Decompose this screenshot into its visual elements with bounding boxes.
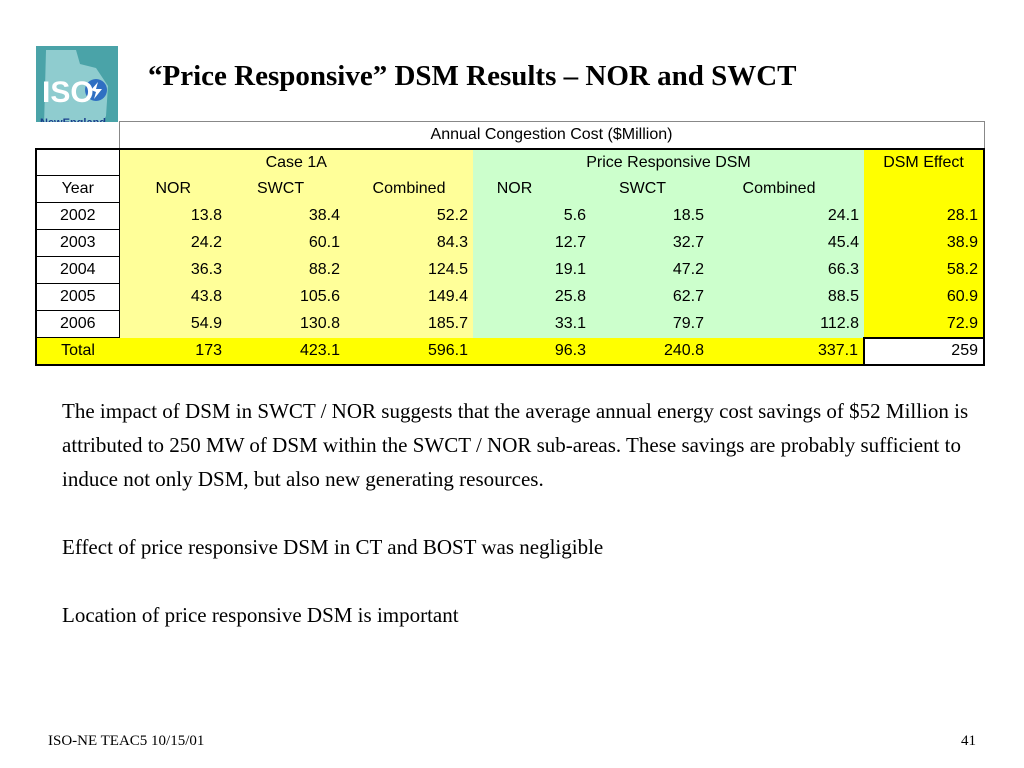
cell-value: 185.7	[345, 310, 473, 338]
cell-year: 2005	[35, 283, 120, 311]
cell-value: 13.8	[119, 202, 227, 230]
col-header-dsm-combined: Combined	[709, 175, 864, 203]
logo-iso-text: ISO	[42, 76, 94, 109]
cell-year: 2003	[35, 229, 120, 257]
cell-total: 596.1	[345, 337, 473, 366]
cell-value: 33.1	[473, 310, 591, 338]
cell-year: 2006	[35, 310, 120, 338]
col-header-case-swct: SWCT	[227, 175, 345, 203]
body-paragraph: The impact of DSM in SWCT / NOR suggests…	[62, 399, 969, 491]
table-total-row: Total 173 423.1 596.1 96.3 240.8 337.1 2…	[35, 336, 985, 366]
col-header-dsm-nor: NOR	[473, 175, 591, 203]
cell-total: 337.1	[709, 337, 864, 366]
cell-value: 60.1	[227, 229, 345, 257]
cell-year: 2004	[35, 256, 120, 284]
cell-value: 24.2	[119, 229, 227, 257]
table-row: 2006 54.9 130.8 185.7 33.1 79.7 112.8 72…	[35, 310, 985, 338]
cell-value: 38.4	[227, 202, 345, 230]
cell-value: 58.2	[864, 256, 985, 284]
cell-value: 43.8	[119, 283, 227, 311]
cell-total: 240.8	[591, 337, 709, 366]
congestion-cost-table: Annual Congestion Cost ($Million) Case 1…	[35, 121, 985, 366]
cell-value: 130.8	[227, 310, 345, 338]
cell-value: 60.9	[864, 283, 985, 311]
cell-value: 5.6	[473, 202, 591, 230]
footer-text: ISO-NE TEAC5 10/15/01	[48, 733, 205, 749]
cell-total-label: Total	[35, 337, 119, 366]
cell-value: 12.7	[473, 229, 591, 257]
cell-value: 79.7	[591, 310, 709, 338]
cell-value: 47.2	[591, 256, 709, 284]
cell-total: 173	[119, 337, 227, 366]
cell-value: 18.5	[591, 202, 709, 230]
cell-value: 124.5	[345, 256, 473, 284]
slide-body: The impact of DSM in SWCT / NOR suggests…	[62, 394, 972, 666]
col-header-case-combined: Combined	[345, 175, 473, 203]
cell-value: 72.9	[864, 310, 985, 338]
cell-value: 62.7	[591, 283, 709, 311]
table-row: 2003 24.2 60.1 84.3 12.7 32.7 45.4 38.9	[35, 229, 985, 257]
cell-value: 88.2	[227, 256, 345, 284]
body-paragraph: Location of price responsive DSM is impo…	[62, 603, 459, 627]
header-price-responsive-dsm: Price Responsive DSM	[473, 147, 864, 176]
table-row: 2005 43.8 105.6 149.4 25.8 62.7 88.5 60.…	[35, 283, 985, 311]
cell-value: 112.8	[709, 310, 864, 338]
cell-value: 25.8	[473, 283, 591, 311]
cell-value: 84.3	[345, 229, 473, 257]
page-number: 41	[961, 733, 976, 749]
header-case-1a: Case 1A	[119, 147, 473, 176]
slide-title: “Price Responsive” DSM Results – NOR and…	[148, 60, 797, 92]
cell-value: 149.4	[345, 283, 473, 311]
table-row: 2002 13.8 38.4 52.2 5.6 18.5 24.1 28.1	[35, 202, 985, 230]
cell-total: 96.3	[473, 337, 591, 366]
cell-total-effect: 259	[863, 336, 985, 366]
cell-value: 24.1	[709, 202, 864, 230]
cell-value: 32.7	[591, 229, 709, 257]
cell-value: 66.3	[709, 256, 864, 284]
cell-value: 38.9	[864, 229, 985, 257]
cell-value: 45.4	[709, 229, 864, 257]
cell-year: 2002	[35, 202, 120, 230]
cell-value: 19.1	[473, 256, 591, 284]
cell-total: 423.1	[227, 337, 345, 366]
cell-value: 88.5	[709, 283, 864, 311]
cell-value: 54.9	[119, 310, 227, 338]
cell-value: 52.2	[345, 202, 473, 230]
col-header-case-nor: NOR	[119, 175, 227, 203]
cell-value: 36.3	[119, 256, 227, 284]
cell-value: 28.1	[864, 202, 985, 230]
col-header-dsm-swct: SWCT	[591, 175, 709, 203]
col-header-year: Year	[35, 175, 120, 203]
body-paragraph: Effect of price responsive DSM in CT and…	[62, 535, 604, 559]
table-caption: Annual Congestion Cost ($Million)	[118, 121, 985, 149]
table-row: 2004 36.3 88.2 124.5 19.1 47.2 66.3 58.2	[35, 256, 985, 284]
cell-value: 105.6	[227, 283, 345, 311]
header-dsm-effect: DSM Effect	[864, 147, 985, 176]
